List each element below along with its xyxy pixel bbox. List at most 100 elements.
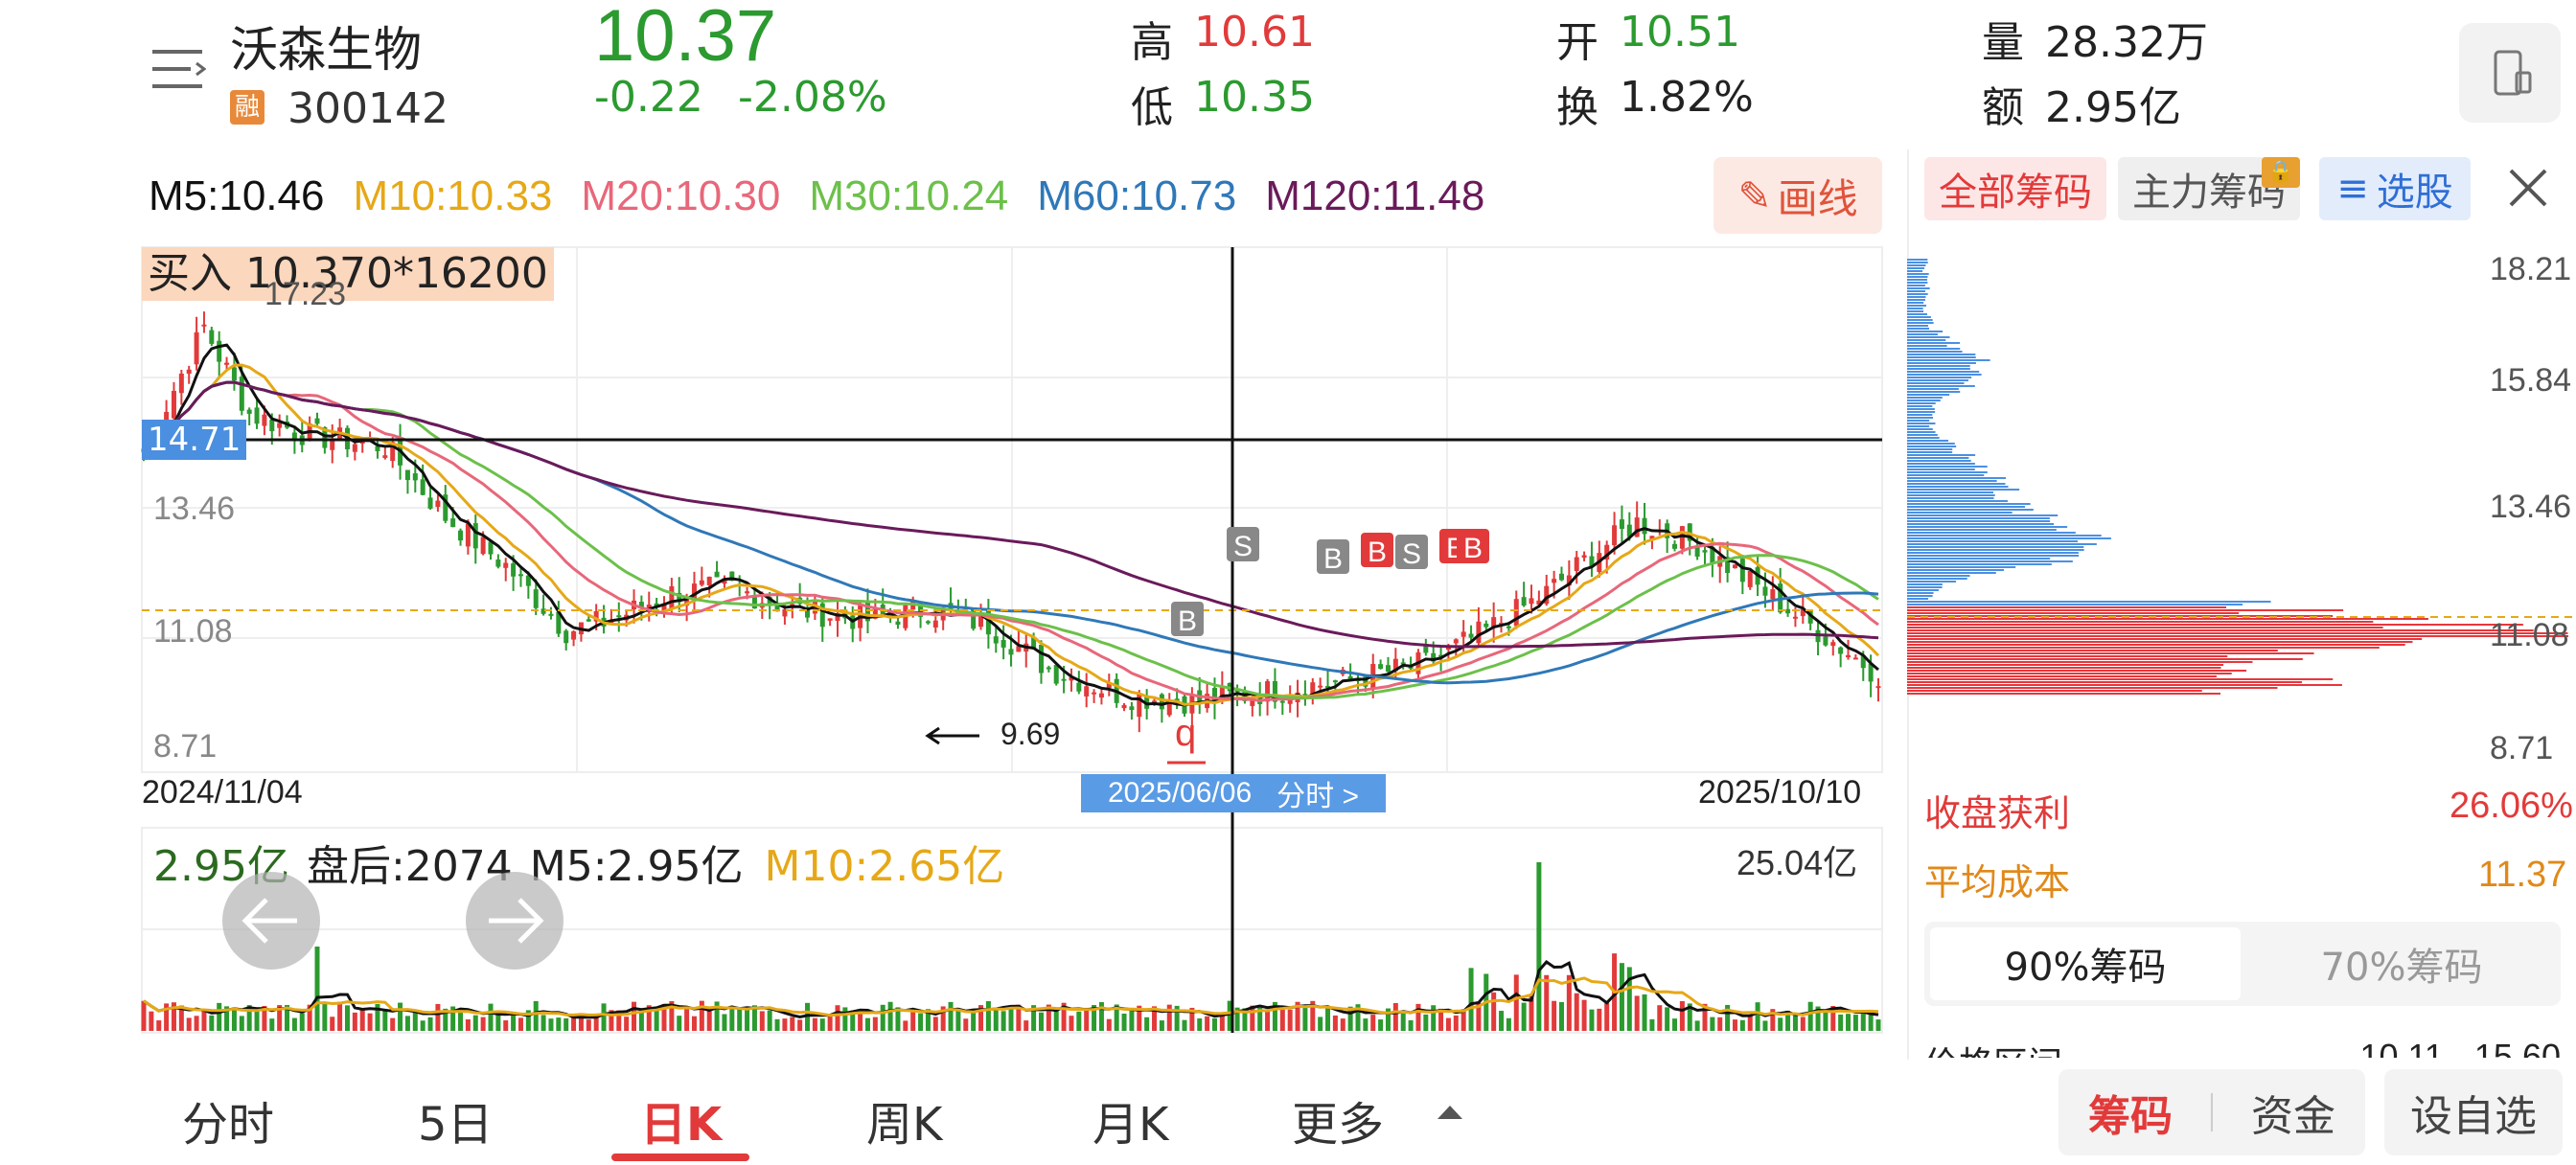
candle-body [322, 427, 328, 448]
tab-main-chips[interactable]: 主力筹码 [2118, 157, 2300, 220]
ma120-line [142, 380, 1879, 649]
chip-bar [1907, 471, 1988, 473]
chevron-up-icon[interactable] [1436, 1102, 1464, 1125]
chip-bar [1907, 457, 1969, 459]
volume-bar [880, 1004, 886, 1031]
tab-all-chips[interactable]: 全部筹码 [1924, 157, 2106, 220]
volume-bar [390, 1017, 396, 1031]
candle-body [1785, 608, 1791, 614]
volume-bar [751, 1005, 757, 1031]
volume-bar [420, 1020, 426, 1031]
volume-bar [412, 1011, 418, 1031]
candle-body [1521, 597, 1527, 606]
candle-body [638, 602, 644, 608]
prev-arrow-button[interactable] [222, 872, 320, 970]
volume-bar [1295, 1001, 1300, 1031]
candle-body [1423, 646, 1429, 653]
tab-intraday[interactable]: 分时 [182, 1098, 275, 1152]
segment-70[interactable]: 70%筹码 [2246, 927, 2557, 1000]
volume-bar [1211, 1017, 1217, 1031]
volume-bar [858, 1010, 863, 1031]
volume-bar [1385, 1008, 1391, 1031]
chip-bar [1907, 624, 2523, 626]
chip-bar [1907, 509, 2034, 511]
price-range-label: 价格区间 [1924, 1037, 2062, 1058]
tab-monthly-k[interactable]: 月K [1092, 1098, 1169, 1152]
volume-bar [171, 1002, 176, 1031]
volume-bar [149, 1011, 154, 1031]
chip-bar [1907, 466, 1988, 468]
chip-bar [1907, 661, 2253, 663]
candle-body [895, 621, 901, 626]
volume-bar [1687, 1003, 1692, 1031]
y-label-1: 13.46 [153, 491, 236, 527]
rotate-screen-button[interactable] [2459, 23, 2561, 123]
volume-bar [1392, 1003, 1398, 1031]
volume-bar [1732, 1019, 1737, 1031]
chip-bar [1907, 546, 2084, 548]
chip-bar [1907, 434, 1938, 436]
draw-line-button[interactable]: ✎ 画线 [1714, 157, 1882, 234]
volume-bar [382, 1010, 388, 1031]
chip-y-label-5: 8.71 [2490, 730, 2554, 766]
tab-weekly-k[interactable]: 周K [866, 1098, 943, 1152]
volume-bar [948, 1001, 954, 1031]
volume-bar [646, 1005, 652, 1031]
volume-bar [465, 1019, 471, 1031]
candle-body [1211, 688, 1217, 704]
volume-bar [925, 1009, 931, 1031]
candle-body [412, 473, 418, 481]
y-label-3: 8.71 [153, 728, 218, 765]
chip-bar [1907, 394, 1950, 396]
chip-bar [1907, 273, 1929, 275]
close-icon[interactable] [2499, 159, 2557, 217]
chip-bar [1907, 305, 1926, 307]
volume-bar [1234, 1007, 1240, 1031]
volume-bar [1852, 1015, 1858, 1031]
volume-bar [525, 1010, 531, 1031]
chip-bar [1907, 460, 1971, 462]
volume-bar [1092, 1005, 1097, 1031]
volume-bar [669, 1000, 675, 1031]
candle-body [774, 602, 780, 612]
volume-bar [722, 1014, 727, 1031]
add-watchlist-button[interactable]: 设自选 [2384, 1069, 2563, 1155]
chip-bar [1907, 371, 1980, 373]
candle-body [1807, 610, 1813, 624]
tab-5day[interactable]: 5日 [418, 1098, 494, 1152]
chip-bar [1907, 563, 2052, 565]
chip-bar [1907, 578, 1967, 580]
volume-bar [609, 1010, 614, 1031]
candle-body [435, 500, 441, 508]
volume-bar [1318, 1017, 1323, 1031]
candle-body [1732, 564, 1737, 569]
crosshair-date-box[interactable]: 2025/06/06 分时 > [1081, 774, 1386, 812]
price-range-row: 价格区间 10.11 - 15.60 [1924, 1031, 2561, 1058]
menu-icon[interactable] [149, 46, 207, 94]
volume-bar [556, 1017, 562, 1031]
next-arrow-button[interactable] [466, 872, 564, 970]
chips-button[interactable]: 筹码 资金 [2058, 1069, 2365, 1155]
funds-button-label[interactable]: 资金 [2251, 1092, 2335, 1141]
trade-marker-label: B [1178, 605, 1197, 637]
chip-bar [1907, 477, 2007, 479]
segment-90[interactable]: 90%筹码 [1930, 927, 2241, 1000]
candle-body [714, 571, 720, 578]
volume-bar [337, 1001, 343, 1031]
candle-body [1687, 523, 1692, 541]
chip-bar [1907, 282, 1928, 284]
candle-body [540, 608, 546, 614]
volume-bar [1778, 1017, 1783, 1031]
chip-bar [1907, 354, 1976, 355]
tab-more[interactable]: 更多 [1292, 1098, 1385, 1152]
chip-y-label-4: 11.08 [2490, 617, 2569, 653]
intraday-link[interactable]: 分时 > [1276, 781, 1359, 812]
candle-body [1438, 654, 1444, 657]
kline-chart[interactable]: q BS B B S BB [0, 0, 1888, 1165]
tab-daily-k[interactable]: 日K [640, 1098, 723, 1152]
chip-bar [1907, 296, 1926, 298]
volume-bar [955, 1011, 961, 1031]
stock-pick-button[interactable]: ≡ 选股 [2319, 157, 2471, 220]
candle-body [782, 608, 788, 617]
volume-bar [1529, 994, 1534, 1031]
